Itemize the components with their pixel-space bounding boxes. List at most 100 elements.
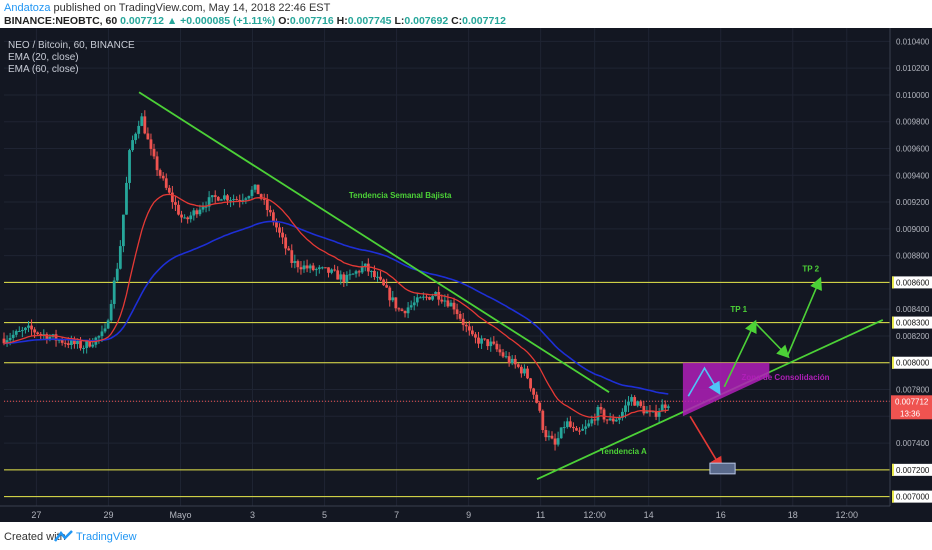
candle-body (535, 394, 539, 403)
candle-body (66, 343, 70, 345)
candle-body (183, 217, 187, 219)
ohlc-segment: H: (336, 15, 348, 27)
candle-body (146, 133, 150, 140)
tradingview-brand-link[interactable]: TradingView (76, 531, 137, 543)
candle-body (480, 338, 483, 344)
consolidation-zone[interactable] (682, 362, 770, 417)
published-text: published on TradingView.com, May 14, 20… (53, 2, 331, 14)
candle-body (265, 199, 269, 211)
candle-body (219, 199, 223, 201)
stop-loss-box[interactable] (709, 462, 736, 475)
candle-body (195, 210, 199, 215)
candle-body (262, 198, 266, 200)
candle-body (128, 150, 131, 183)
created-with-text: Created with (4, 531, 66, 543)
time-tick-label: 27 (31, 510, 41, 520)
chart-legend-title: NEO / Bitcoin, 60, BINANCE (8, 40, 135, 51)
candle-body (155, 156, 159, 171)
candle-body (201, 206, 205, 210)
price-tick-label: 0.010200 (896, 64, 930, 73)
author-link[interactable]: Andatoza (4, 2, 51, 14)
candle-body (608, 418, 612, 421)
candle-body (547, 435, 551, 438)
candle-body (360, 266, 364, 273)
candle-body (461, 318, 465, 325)
candle-body (339, 274, 343, 280)
candle-body (523, 368, 526, 374)
candle-body (342, 274, 346, 283)
candle-body (458, 313, 462, 319)
level-price-label: 0.008000 (896, 359, 930, 368)
candle-body (121, 214, 125, 247)
projection-arrow-stop[interactable] (689, 415, 723, 470)
candle-body (446, 300, 450, 307)
candle-body (403, 310, 407, 314)
candle-body (529, 378, 532, 389)
candle-body (369, 270, 373, 272)
candle-body (611, 418, 615, 422)
price-chart[interactable]: Tendencia Semanal Bajista Tendencia A Zona… (0, 28, 932, 522)
candle-body (253, 184, 257, 190)
ohlc-segment: 0.007745 (347, 15, 395, 27)
level-price-badge (892, 356, 932, 369)
price-tick-label: 0.008800 (896, 252, 930, 261)
ohlc-segment: ▲ (166, 15, 178, 27)
trend-line[interactable] (138, 91, 610, 393)
candle-body (223, 195, 226, 200)
candle-body (167, 187, 171, 193)
candle-body (513, 358, 517, 365)
candle-body (391, 297, 395, 301)
candle-body (63, 342, 67, 344)
candle-body (281, 232, 284, 238)
candle-body (348, 274, 352, 276)
candle-body (244, 198, 248, 200)
level-price-badge-mark (892, 463, 894, 476)
candle-body (581, 428, 585, 431)
candle-body (235, 199, 239, 201)
bar-countdown-label: 13:36 (900, 409, 921, 418)
candle-body (24, 327, 27, 331)
candle-body (498, 349, 502, 353)
candle-body (587, 423, 591, 427)
tradingview-logo-icon (54, 530, 73, 542)
price-tick-label: 0.010400 (896, 37, 930, 46)
candle-body (565, 421, 569, 428)
candle-body (149, 139, 153, 149)
candle-body (152, 148, 156, 157)
candle-body (232, 199, 236, 201)
ohlc-segment: O: (278, 15, 290, 27)
candle-body (544, 430, 548, 438)
candle-body (418, 297, 422, 299)
projection-arrow-pullback[interactable] (754, 322, 790, 359)
time-tick-label: 16 (716, 510, 726, 520)
projection-arrow-tp1[interactable] (723, 319, 757, 388)
ohlc-segment: 0.007712 (462, 15, 506, 27)
current-price-label: 0.007712 (895, 397, 929, 406)
chart-panel[interactable]: NEO / Bitcoin, 60, BINANCE EMA (20, clos… (0, 28, 932, 522)
candle-body (14, 331, 18, 335)
candle-body (440, 299, 444, 302)
candle-body (489, 341, 493, 347)
projection-arrow-cyan[interactable] (687, 366, 721, 397)
candle-body (287, 248, 291, 251)
candle-body (599, 407, 603, 410)
ohlc-segment: L: (394, 15, 405, 27)
candle-body (177, 204, 180, 215)
time-tick-label: 29 (103, 510, 113, 520)
projection-arrow-tp2[interactable] (786, 276, 822, 357)
candle-body (602, 409, 606, 420)
candle-body (504, 356, 508, 358)
candle-body (180, 214, 183, 218)
candle-body (60, 339, 64, 343)
candle-body (633, 397, 637, 406)
candle-body (452, 302, 456, 310)
candle-body (526, 368, 529, 379)
candle-body (376, 276, 379, 278)
chart-annotation: Tendencia Semanal Bajista (349, 191, 452, 200)
candle-body (449, 302, 453, 307)
candle-body (492, 341, 496, 344)
candle-body (42, 334, 46, 336)
price-tick-label: 0.009200 (896, 198, 930, 207)
candle-body (284, 237, 288, 249)
